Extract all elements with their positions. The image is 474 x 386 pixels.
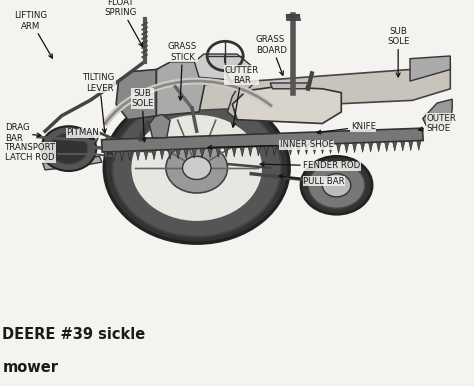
Circle shape [112, 99, 281, 237]
Text: mower: mower [2, 360, 58, 375]
Polygon shape [228, 81, 256, 120]
Text: PITMAN: PITMAN [66, 128, 100, 139]
Polygon shape [368, 142, 373, 152]
Polygon shape [184, 149, 188, 159]
Circle shape [301, 156, 372, 214]
Polygon shape [224, 147, 228, 157]
Text: DRAG
BAR: DRAG BAR [5, 124, 41, 143]
Polygon shape [337, 144, 341, 153]
Polygon shape [43, 131, 100, 155]
Polygon shape [410, 56, 450, 81]
Polygon shape [304, 145, 309, 154]
Polygon shape [43, 156, 102, 170]
Circle shape [166, 143, 228, 193]
Circle shape [182, 156, 211, 179]
Text: FLOAT
SPRING: FLOAT SPRING [105, 0, 143, 47]
Polygon shape [128, 151, 132, 161]
Polygon shape [401, 141, 405, 151]
Circle shape [41, 126, 96, 171]
Polygon shape [112, 152, 116, 161]
Polygon shape [160, 150, 164, 159]
Polygon shape [194, 54, 251, 81]
Polygon shape [392, 142, 397, 151]
Polygon shape [296, 145, 301, 155]
Polygon shape [256, 146, 261, 156]
Polygon shape [200, 149, 204, 158]
Circle shape [130, 114, 263, 222]
Polygon shape [417, 141, 421, 150]
Polygon shape [168, 150, 172, 159]
Circle shape [104, 93, 289, 243]
Polygon shape [192, 149, 196, 158]
Polygon shape [376, 142, 381, 152]
Text: GRASS
STICK: GRASS STICK [168, 42, 197, 100]
Text: TRANSPORT
LATCH ROD: TRANSPORT LATCH ROD [5, 143, 56, 162]
Text: GRASS
BOARD: GRASS BOARD [256, 36, 287, 75]
Polygon shape [208, 148, 212, 158]
Polygon shape [136, 151, 140, 161]
Polygon shape [345, 143, 349, 153]
Polygon shape [248, 147, 253, 156]
Polygon shape [120, 151, 124, 161]
Polygon shape [328, 144, 333, 154]
Polygon shape [144, 151, 148, 160]
Text: OUTER
SHOE: OUTER SHOE [419, 114, 456, 133]
Polygon shape [149, 115, 170, 138]
Polygon shape [270, 83, 308, 89]
Text: LIFTING
ARM: LIFTING ARM [14, 12, 53, 58]
Text: INNER SHOE: INNER SHOE [208, 140, 334, 149]
Polygon shape [101, 128, 423, 152]
Polygon shape [116, 69, 156, 120]
Polygon shape [240, 147, 245, 157]
Text: KNIFE: KNIFE [317, 122, 376, 134]
Polygon shape [353, 143, 357, 152]
Polygon shape [159, 64, 450, 112]
Polygon shape [361, 143, 365, 152]
Polygon shape [423, 99, 452, 128]
Text: SUB
SOLE: SUB SOLE [387, 27, 410, 77]
Text: DEERE #39 sickle: DEERE #39 sickle [2, 327, 146, 342]
Polygon shape [232, 87, 341, 124]
Polygon shape [156, 62, 206, 116]
Polygon shape [216, 148, 220, 157]
Polygon shape [384, 142, 389, 151]
Polygon shape [232, 147, 237, 157]
Text: PULL BAR: PULL BAR [279, 174, 345, 186]
Polygon shape [176, 149, 180, 159]
Circle shape [50, 133, 88, 164]
Polygon shape [272, 146, 276, 156]
Text: FENDER ROD: FENDER ROD [260, 161, 361, 171]
Polygon shape [152, 150, 156, 160]
Polygon shape [288, 145, 292, 155]
Text: CUTTER
BAR: CUTTER BAR [225, 66, 259, 127]
Circle shape [322, 174, 351, 197]
Polygon shape [264, 146, 268, 156]
Polygon shape [280, 146, 284, 155]
Text: TILTING
LEVER: TILTING LEVER [83, 73, 116, 133]
Text: SUB
SOLE: SUB SOLE [131, 89, 154, 142]
Polygon shape [409, 141, 413, 151]
Polygon shape [312, 144, 317, 154]
Polygon shape [320, 144, 325, 154]
Circle shape [308, 162, 365, 208]
Polygon shape [104, 152, 108, 162]
